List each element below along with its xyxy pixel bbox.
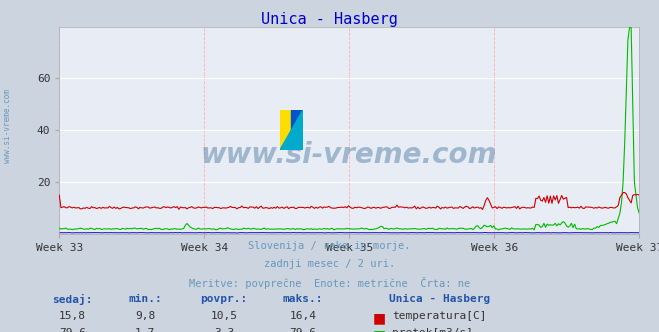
Text: 16,4: 16,4 [290, 311, 316, 321]
Text: 10,5: 10,5 [211, 311, 237, 321]
Text: zadnji mesec / 2 uri.: zadnji mesec / 2 uri. [264, 259, 395, 269]
Text: maks.:: maks.: [283, 294, 324, 304]
Text: pretok[m3/s]: pretok[m3/s] [392, 328, 473, 332]
Text: www.si-vreme.com: www.si-vreme.com [201, 141, 498, 169]
Bar [280, 111, 291, 150]
Polygon shape [280, 111, 303, 150]
Text: 3,3: 3,3 [214, 328, 234, 332]
Text: Slovenija / reke in morje.: Slovenija / reke in morje. [248, 241, 411, 251]
Text: min.:: min.: [128, 294, 162, 304]
Text: povpr.:: povpr.: [200, 294, 248, 304]
Text: 15,8: 15,8 [59, 311, 86, 321]
Text: ■: ■ [372, 328, 386, 332]
Text: www.si-vreme.com: www.si-vreme.com [3, 89, 13, 163]
Text: 79,6: 79,6 [59, 328, 86, 332]
Text: temperatura[C]: temperatura[C] [392, 311, 486, 321]
Text: 79,6: 79,6 [290, 328, 316, 332]
Text: sedaj:: sedaj: [52, 294, 93, 305]
Text: ■: ■ [372, 311, 386, 325]
Text: 1,7: 1,7 [135, 328, 155, 332]
Bar [291, 111, 303, 150]
Text: Unica - Hasberg: Unica - Hasberg [261, 12, 398, 27]
Text: 9,8: 9,8 [135, 311, 155, 321]
Text: Unica - Hasberg: Unica - Hasberg [389, 294, 490, 304]
Text: Meritve: povprečne  Enote: metrične  Črta: ne: Meritve: povprečne Enote: metrične Črta:… [189, 277, 470, 289]
